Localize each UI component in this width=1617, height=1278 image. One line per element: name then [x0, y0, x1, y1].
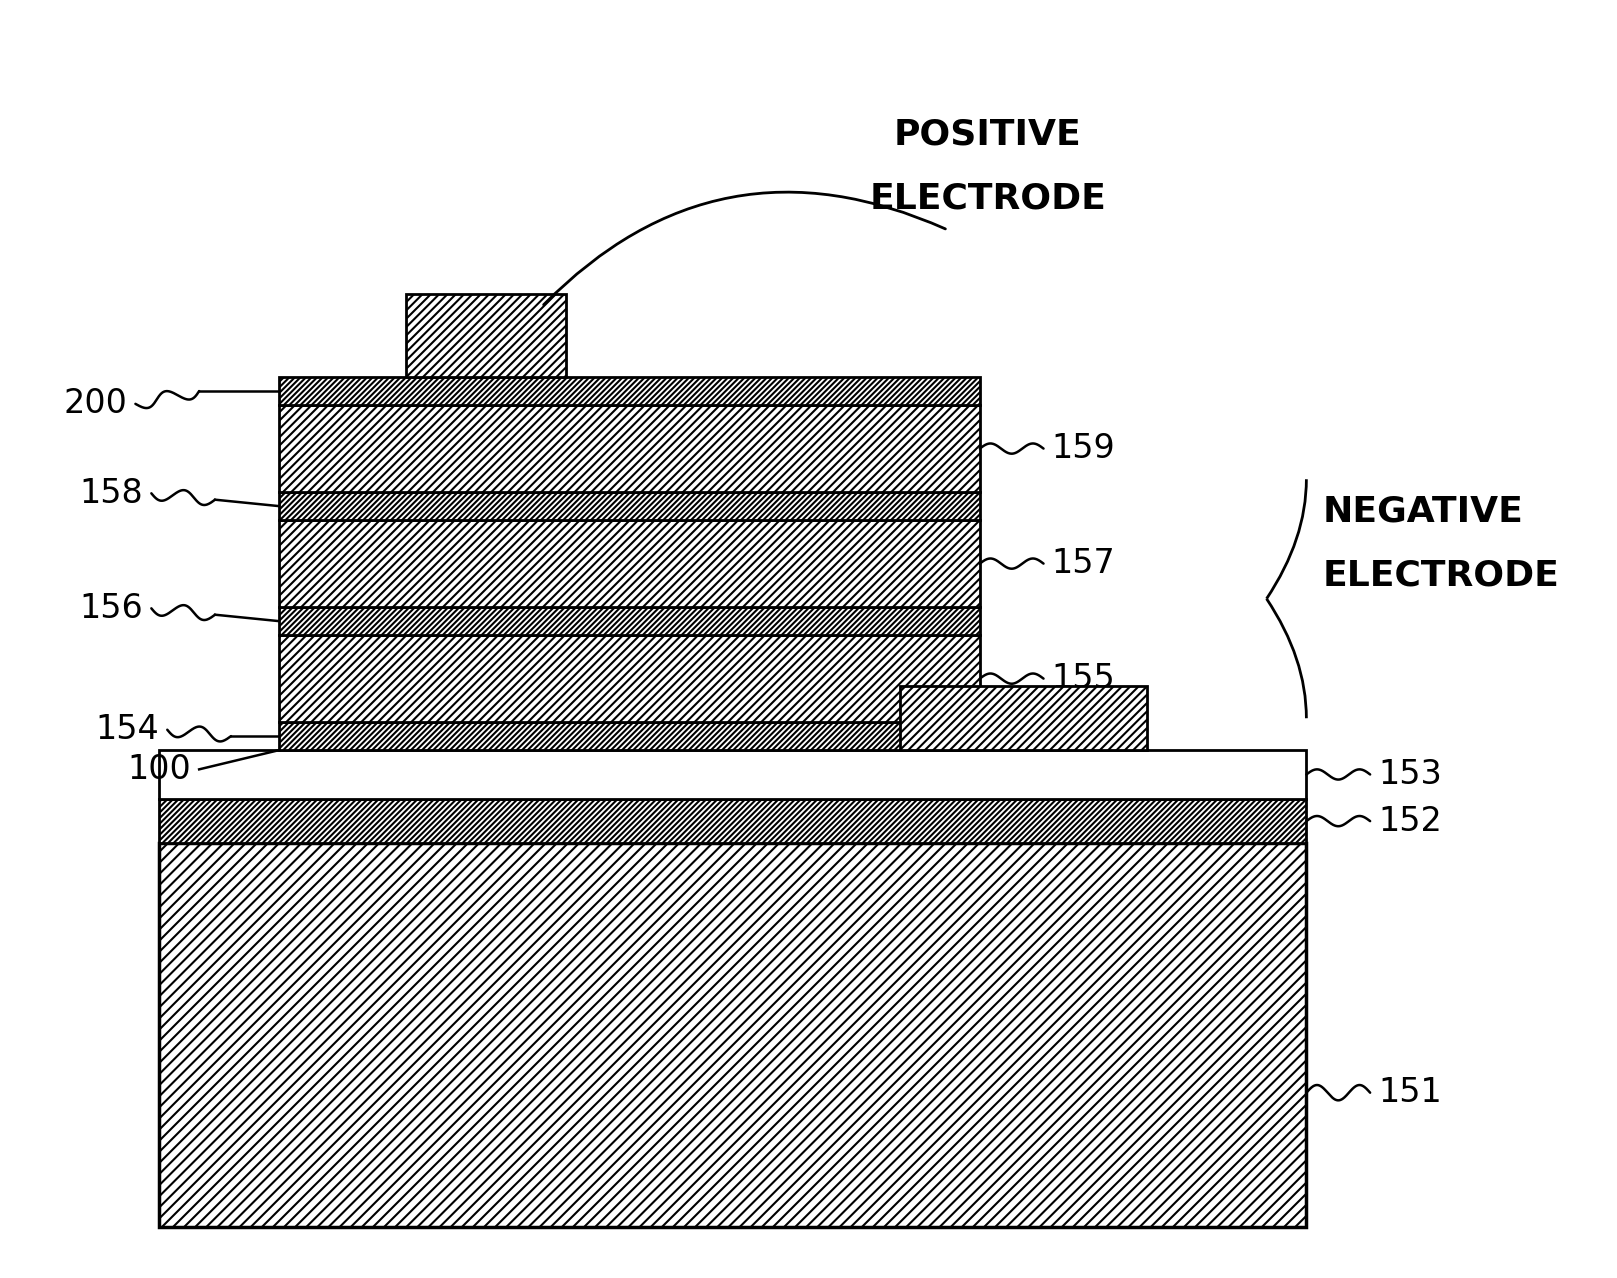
Text: 155: 155: [1051, 662, 1116, 695]
Text: 153: 153: [1378, 758, 1442, 791]
Bar: [278, 722, 980, 750]
Text: 159: 159: [1051, 432, 1116, 465]
Text: 156: 156: [79, 592, 144, 625]
Text: 152: 152: [1378, 805, 1442, 837]
Text: NEGATIVE: NEGATIVE: [1323, 495, 1523, 528]
Text: 151: 151: [1378, 1076, 1442, 1109]
Bar: [160, 799, 1307, 843]
Bar: [278, 520, 980, 607]
Bar: [278, 492, 980, 520]
Bar: [278, 635, 980, 722]
Text: 158: 158: [79, 477, 144, 510]
Bar: [901, 686, 1146, 750]
FancyArrowPatch shape: [543, 192, 946, 304]
Text: 157: 157: [1051, 547, 1116, 580]
Bar: [406, 294, 566, 377]
Bar: [160, 843, 1307, 1227]
Text: 100: 100: [128, 753, 191, 786]
Bar: [278, 405, 980, 492]
Text: POSITIVE: POSITIVE: [894, 118, 1082, 151]
Text: 154: 154: [95, 713, 160, 746]
Text: ELECTRODE: ELECTRODE: [870, 181, 1106, 215]
Bar: [160, 750, 1307, 799]
Bar: [278, 607, 980, 635]
Text: 200: 200: [63, 387, 128, 420]
Bar: [278, 377, 980, 405]
Text: ELECTRODE: ELECTRODE: [1323, 558, 1559, 592]
